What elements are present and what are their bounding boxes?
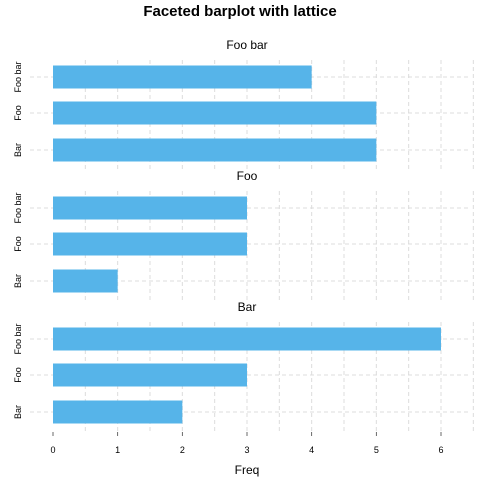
category-label: Foo bar (13, 61, 23, 92)
category-label: Foo (13, 236, 23, 252)
panel-bar: Bar Foo bar Foo Bar (13, 300, 474, 432)
x-tick-label: 3 (244, 445, 249, 455)
panel-foo-bar: Foo bar Foo bar Foo Bar (13, 38, 474, 170)
bar-foo (53, 232, 247, 256)
category-label: Foo bar (13, 323, 23, 354)
bar-foo-bar (53, 65, 312, 89)
category-label: Foo (13, 367, 23, 383)
bar-bar (53, 269, 118, 293)
category-label: Foo bar (13, 192, 23, 223)
x-tick-label: 5 (374, 445, 379, 455)
bar-foo (53, 101, 377, 125)
bar-foo-bar (53, 327, 441, 351)
bar-bar (53, 138, 377, 162)
x-tick-label: 4 (309, 445, 314, 455)
bar-foo (53, 363, 247, 387)
panel-foo: Foo Foo bar Foo Bar (13, 169, 474, 301)
chart-title: Faceted barplot with lattice (143, 3, 336, 20)
panel-title: Foo bar (226, 38, 267, 52)
x-axis: 0 1 2 3 4 5 6 (50, 432, 444, 455)
x-tick-label: 2 (180, 445, 185, 455)
x-tick-label: 6 (438, 445, 443, 455)
category-label: Bar (13, 405, 23, 419)
x-tick-label: 1 (115, 445, 120, 455)
category-label: Bar (13, 143, 23, 157)
bar-foo-bar (53, 196, 247, 220)
category-label: Foo (13, 105, 23, 121)
x-axis-label: Freq (235, 463, 260, 477)
panel-title: Foo (237, 169, 258, 183)
panel-title: Bar (238, 300, 257, 314)
x-tick-label: 0 (50, 445, 55, 455)
bar-bar (53, 400, 183, 424)
category-label: Bar (13, 274, 23, 288)
